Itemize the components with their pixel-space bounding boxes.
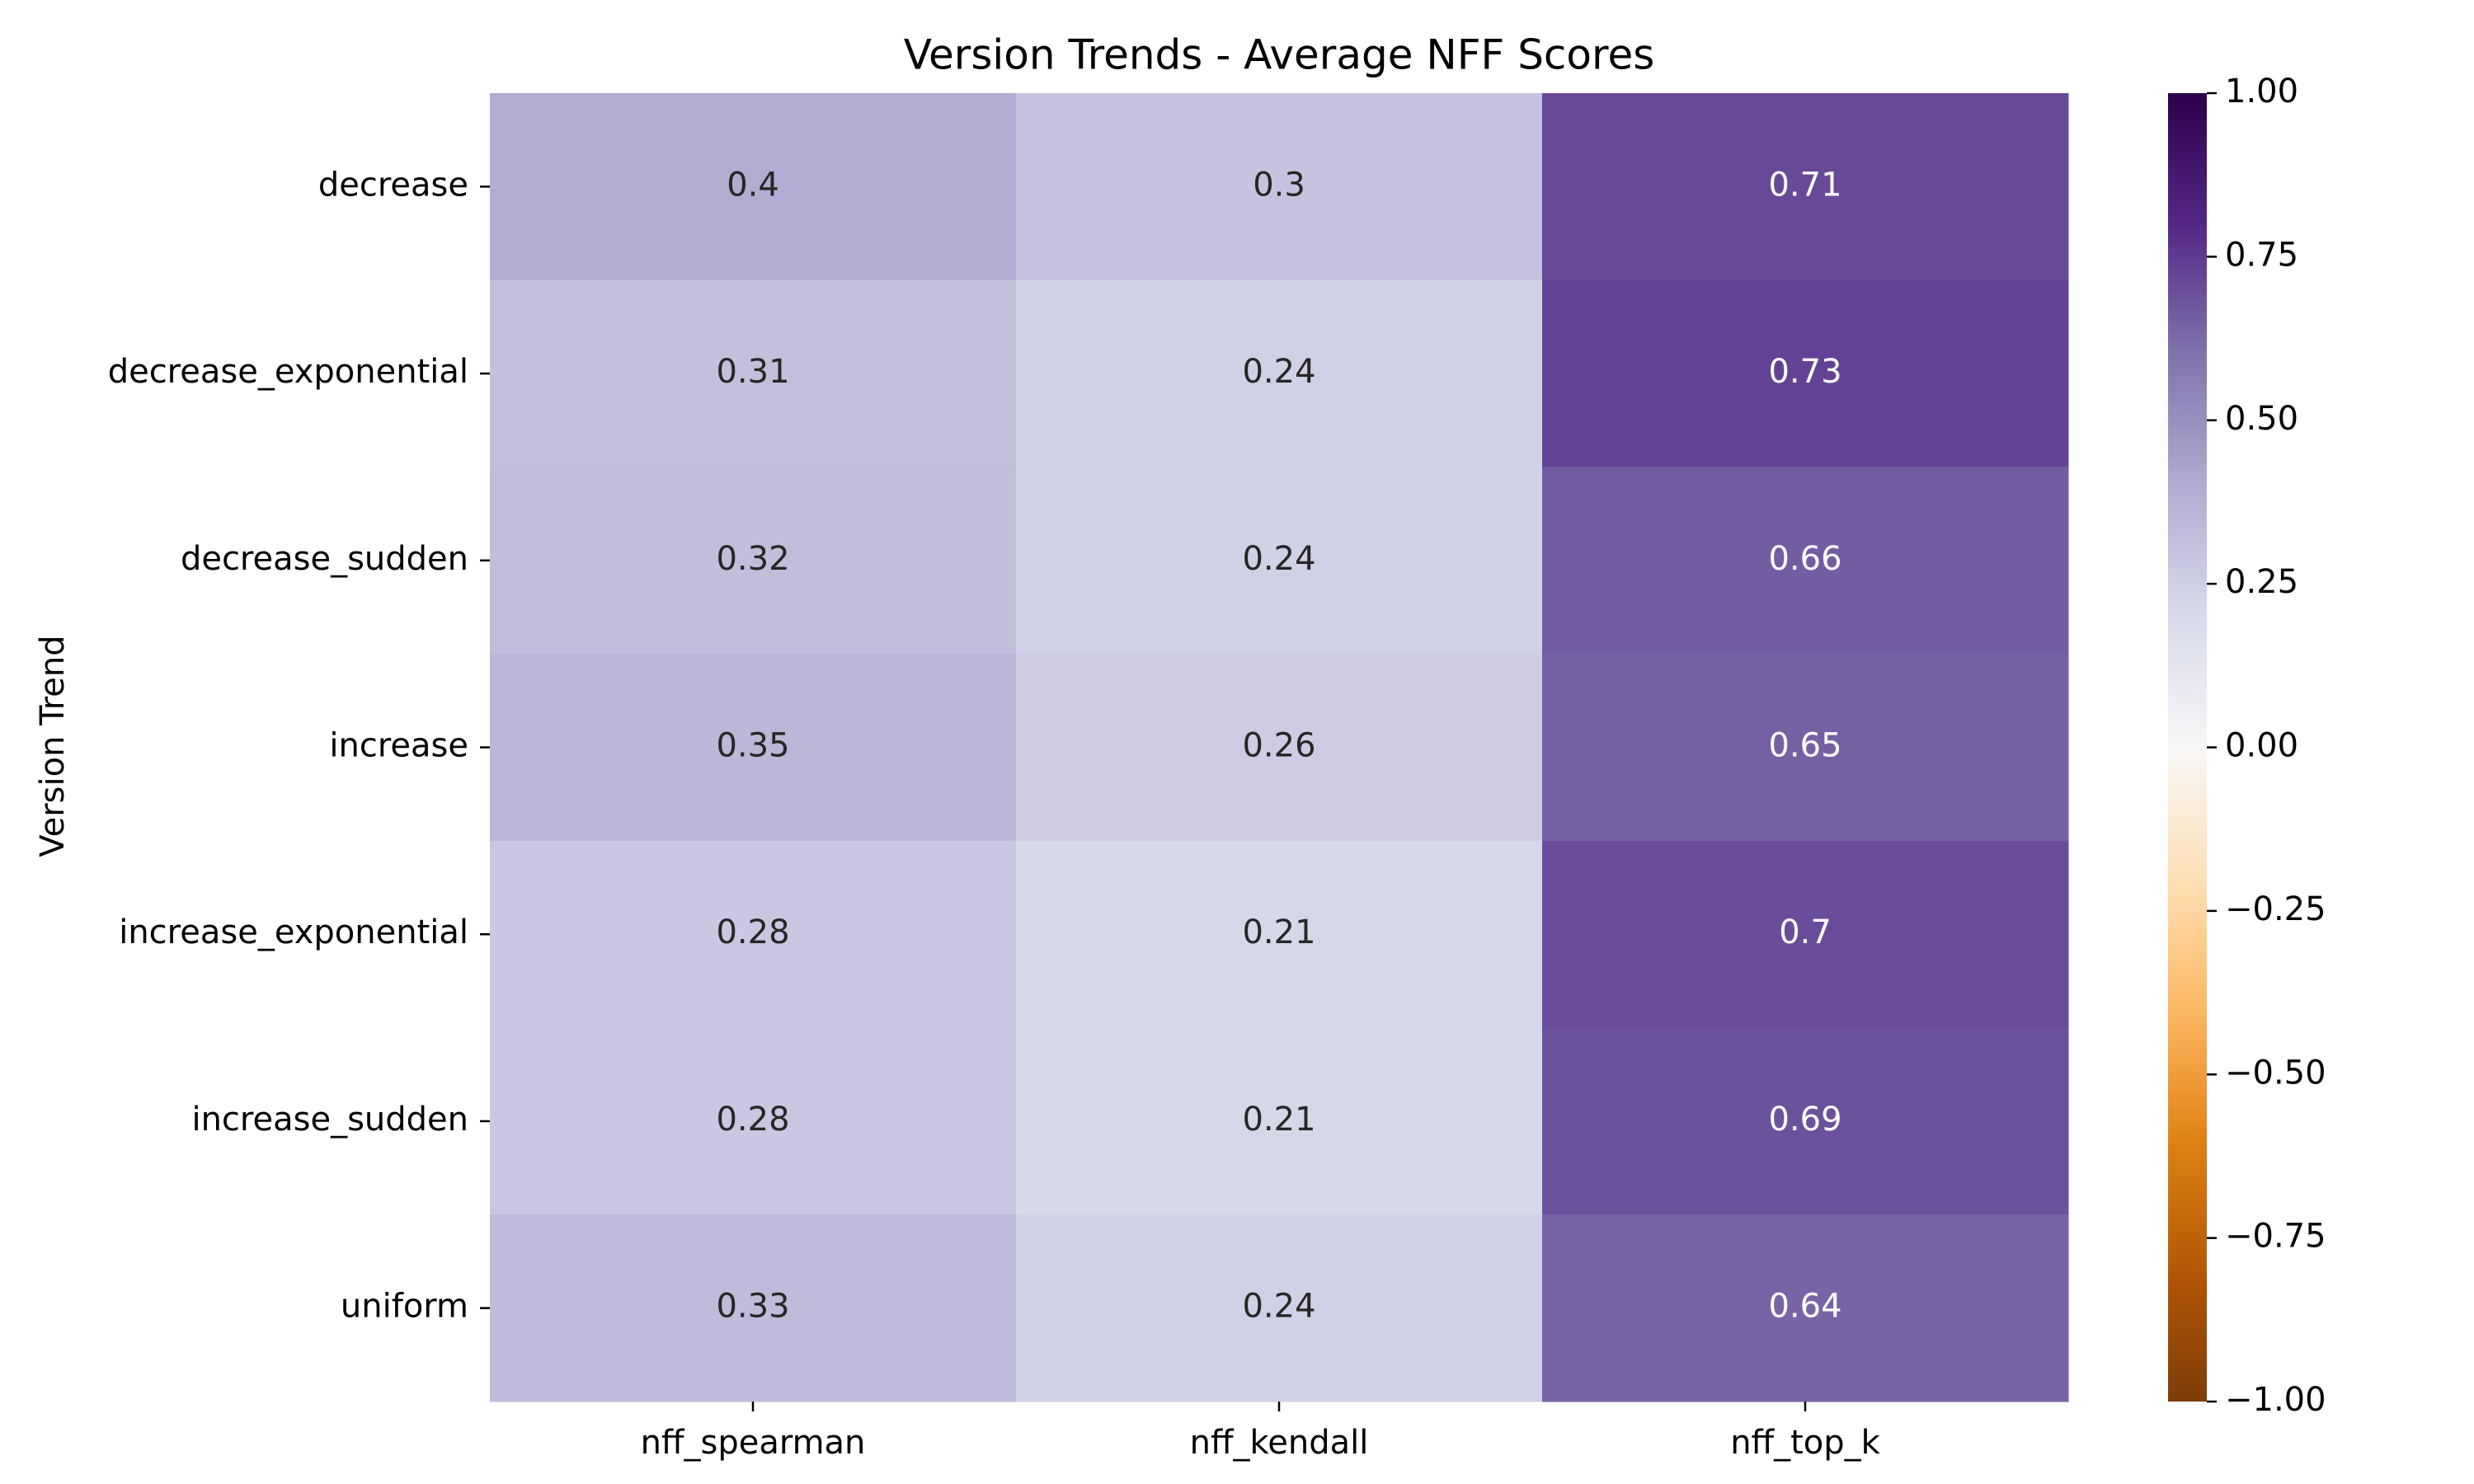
heatmap-cells: 0.4 0.3 0.71 0.31 0.24 0.73 0.32 0.24 0.66 0.35 0.…: [490, 93, 2069, 1402]
cell-value-label: 0.28: [716, 1101, 789, 1139]
heatmap-cell: [1016, 654, 1543, 842]
column-tick-label: nff_kendall: [1190, 1424, 1369, 1462]
colorbar-tick-label: −0.75: [2225, 1218, 2326, 1256]
heatmap-cell: [1542, 654, 2069, 842]
cell-value-label: 0.24: [1242, 1288, 1315, 1326]
cell-value-label: 0.26: [1242, 727, 1315, 765]
colorbar-tick-label: 0.00: [2225, 727, 2298, 765]
colorbar-gradient: [2168, 93, 2207, 1402]
heatmap-cell: [490, 1027, 1017, 1215]
row-tick-label: increase_exponential: [119, 913, 468, 951]
cell-value-label: 0.32: [716, 540, 789, 578]
heatmap-cell: [490, 840, 1017, 1029]
column-tick-labels: nff_spearman nff_kendall nff_top_k: [641, 1402, 1881, 1462]
row-tick-label: increase_sudden: [191, 1101, 468, 1139]
colorbar-tick-label: −1.00: [2225, 1381, 2326, 1419]
cell-value-label: 0.71: [1768, 166, 1841, 204]
heatmap-cell: [1016, 467, 1543, 655]
row-tick-label: decrease_exponential: [108, 353, 468, 391]
heatmap-cell: [1542, 467, 2069, 655]
heatmap-cell: [1016, 1214, 1543, 1402]
cell-value-label: 0.35: [716, 727, 789, 765]
column-tick-label: nff_top_k: [1730, 1424, 1880, 1462]
colorbar-tick-label: 1.00: [2225, 73, 2298, 110]
colorbar-tick-label: 0.75: [2225, 236, 2298, 274]
heatmap-cell: [490, 654, 1017, 842]
cell-value-label: 0.33: [716, 1288, 789, 1326]
cell-value-label: 0.21: [1242, 913, 1315, 951]
heatmap-cell: [490, 1214, 1017, 1402]
heatmap-cell: [490, 467, 1017, 655]
heatmap-cell: [1016, 840, 1543, 1029]
colorbar-tick-label: −0.50: [2225, 1054, 2326, 1092]
row-tick-label: uniform: [341, 1288, 468, 1326]
heatmap-cell: [1542, 840, 2069, 1029]
cell-value-label: 0.65: [1768, 727, 1841, 765]
cell-value-label: 0.3: [1253, 166, 1305, 204]
heatmap-cell: [1542, 93, 2069, 281]
cell-value-label: 0.66: [1768, 540, 1841, 578]
cell-value-label: 0.21: [1242, 1101, 1315, 1139]
cell-value-label: 0.4: [727, 166, 779, 204]
cell-value-label: 0.64: [1768, 1288, 1841, 1326]
heatmap-cell: [1016, 279, 1543, 467]
cell-value-label: 0.7: [1779, 913, 1832, 951]
colorbar-tick-label: 0.25: [2225, 563, 2298, 601]
heatmap-cell: [1016, 1027, 1543, 1215]
chart-title: Version Trends - Average NFF Scores: [904, 31, 1655, 79]
y-axis-label: Version Trend: [34, 635, 72, 857]
colorbar-tick-label: 0.50: [2225, 400, 2298, 438]
cell-value-label: 0.24: [1242, 540, 1315, 578]
cell-value-label: 0.24: [1242, 353, 1315, 391]
colorbar-tick-label: −0.25: [2225, 890, 2326, 928]
column-tick-label: nff_spearman: [641, 1424, 866, 1462]
heatmap-cell: [1542, 1027, 2069, 1215]
heatmap-cell: [490, 279, 1017, 467]
colorbar: 1.00 0.75 0.50 0.25 0.00 −0.25 −0.50 −0.75 −1.00: [2168, 73, 2326, 1419]
cell-value-label: 0.28: [716, 913, 789, 951]
row-tick-labels: decrease decrease_exponential decrease_sud…: [108, 166, 490, 1326]
heatmap-cell: [1016, 93, 1543, 281]
heatmap-cell: [1542, 279, 2069, 467]
row-tick-label: increase: [329, 727, 468, 765]
heatmap-cell: [1542, 1214, 2069, 1402]
cell-value-label: 0.69: [1768, 1101, 1841, 1139]
cell-value-label: 0.31: [716, 353, 789, 391]
heatmap-cell: [490, 93, 1017, 281]
row-tick-label: decrease_sudden: [181, 540, 468, 578]
cell-value-label: 0.73: [1768, 353, 1841, 391]
row-tick-label: decrease: [318, 166, 468, 204]
